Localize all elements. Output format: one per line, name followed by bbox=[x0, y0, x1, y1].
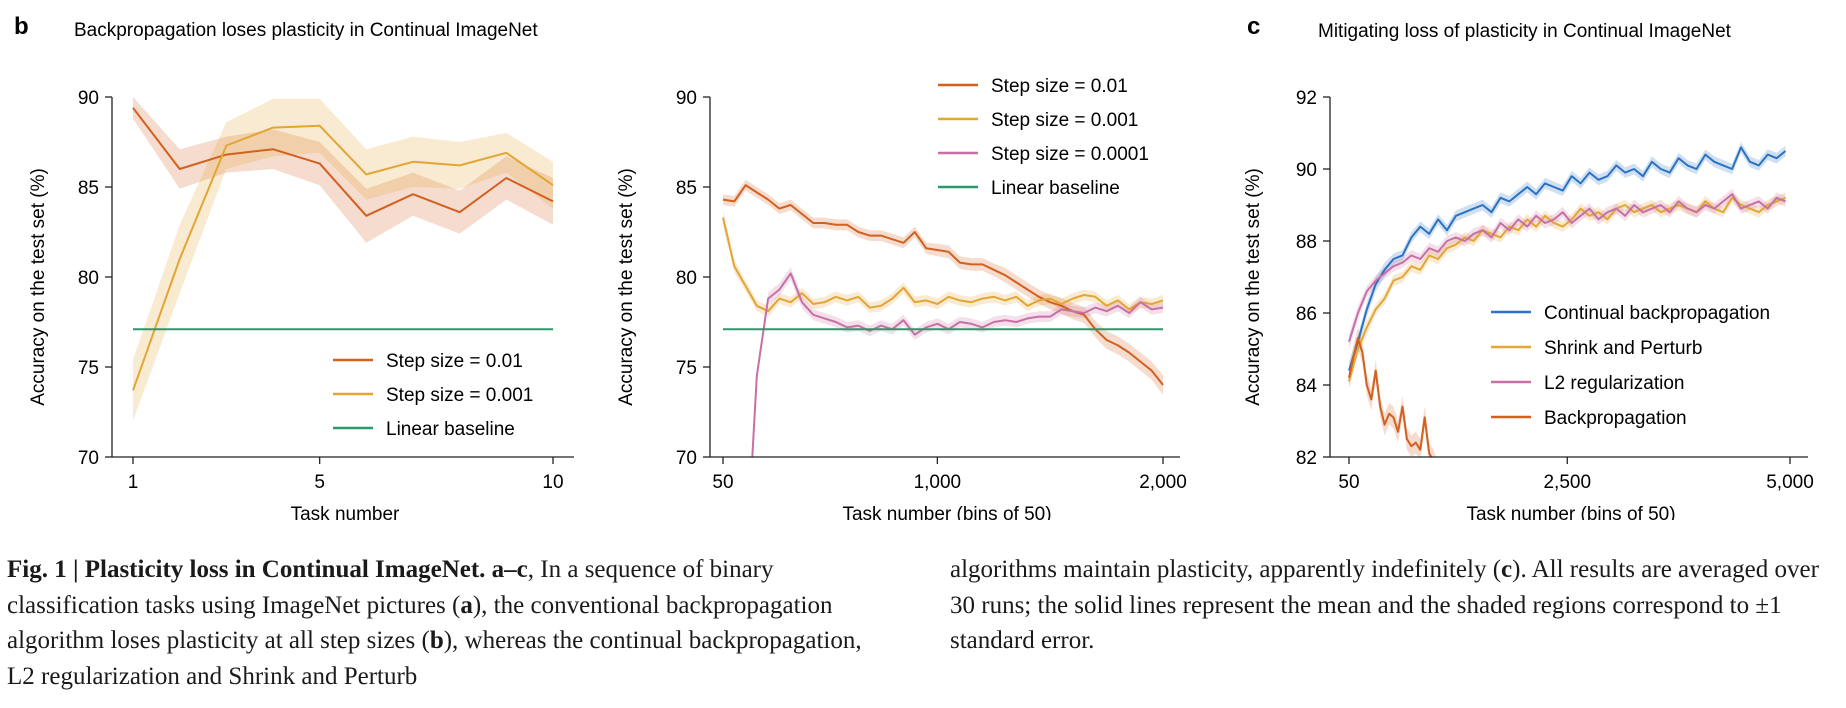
y-tick-label: 80 bbox=[78, 268, 99, 289]
x-axis-label: Task number bbox=[291, 504, 400, 520]
panel-c-letter: c bbox=[1247, 13, 1260, 40]
legend-label: Continual backpropagation bbox=[1544, 303, 1770, 324]
y-tick-label: 70 bbox=[676, 448, 697, 469]
legend-label: Step size = 0.0001 bbox=[991, 144, 1149, 165]
chart-c: 82 84 86 88 90 92 50 2,500 5,000 Task number (bin… bbox=[1243, 88, 1814, 520]
x-axis-label: Task number (bins of 50) bbox=[842, 504, 1051, 520]
x-tick-label: 5 bbox=[314, 472, 325, 493]
chart-b2: 70 75 80 85 90 50 1,000 2,000 Task number (bins … bbox=[616, 76, 1187, 520]
legend: Step size = 0.01 Step size = 0.001 Step si… bbox=[938, 76, 1149, 199]
y-tick-label: 90 bbox=[676, 88, 697, 109]
x-tick-label: 1 bbox=[128, 472, 139, 493]
caption-figure-label: Fig. 1 | Plasticity loss in Continual Im… bbox=[7, 556, 486, 583]
legend: Continual backpropagation Shrink and Pert… bbox=[1491, 303, 1770, 429]
legend-label: Step size = 0.01 bbox=[386, 351, 523, 372]
y-tick-label: 75 bbox=[676, 358, 697, 379]
caption-ref-b: b bbox=[429, 627, 444, 654]
panel-c-title: Mitigating loss of plasticity in Continu… bbox=[1318, 21, 1732, 42]
legend-label: Shrink and Perturb bbox=[1544, 338, 1702, 359]
y-tick-label: 75 bbox=[78, 358, 99, 379]
error-band-b1-1 bbox=[133, 98, 553, 422]
y-tick-label: 85 bbox=[78, 178, 99, 199]
caption-text: algorithms maintain plasticity, apparent… bbox=[950, 556, 1502, 583]
y-tick-label: 70 bbox=[78, 448, 99, 469]
error-band-b2-0 bbox=[723, 179, 1163, 395]
plot-area bbox=[132, 97, 554, 422]
caption-text: ), the conventional backpropagation algo… bbox=[7, 591, 833, 655]
y-tick-label: 85 bbox=[676, 178, 697, 199]
series-line-b2-0 bbox=[722, 184, 1164, 386]
figure-caption-right: algorithms maintain plasticity, apparent… bbox=[950, 552, 1830, 659]
y-tick-label: 84 bbox=[1296, 376, 1318, 397]
legend-label: Step size = 0.001 bbox=[386, 385, 533, 406]
x-axis-label: Task number (bins of 50) bbox=[1466, 504, 1675, 520]
figure: b Backpropagation loses plasticity in Co… bbox=[14, 13, 1814, 520]
y-tick-label: 92 bbox=[1296, 88, 1317, 109]
y-tick-label: 86 bbox=[1296, 304, 1317, 325]
figure-caption-left: Fig. 1 | Plasticity loss in Continual Im… bbox=[7, 552, 887, 694]
y-tick-label: 90 bbox=[78, 88, 99, 109]
error-band-b2-2 bbox=[752, 267, 1163, 457]
legend-label: Backpropagation bbox=[1544, 408, 1687, 429]
y-tick-label: 80 bbox=[676, 268, 697, 289]
x-tick-label: 10 bbox=[542, 472, 563, 493]
caption-text: ). All results are averaged over 30 runs… bbox=[950, 556, 1819, 654]
y-axis-label: Accuracy on the test set (%) bbox=[1243, 168, 1264, 406]
panel-b-letter: b bbox=[14, 13, 29, 40]
plot-area bbox=[1348, 142, 1787, 457]
series-line-c-3 bbox=[1348, 337, 1433, 457]
legend-label: L2 regularization bbox=[1544, 373, 1684, 394]
caption-text: , In a sequence of binary classification… bbox=[7, 556, 774, 619]
plot-area bbox=[722, 179, 1164, 457]
panel-b-title: Backpropagation loses plasticity in Cont… bbox=[74, 20, 538, 41]
legend: Step size = 0.01 Step size = 0.001 Linear … bbox=[333, 351, 533, 440]
series-line-b2-2 bbox=[751, 272, 1164, 457]
x-tick-label: 50 bbox=[712, 472, 733, 493]
legend-label: Linear baseline bbox=[386, 419, 515, 440]
y-axis-label: Accuracy on the test set (%) bbox=[28, 168, 49, 406]
x-tick-label: 2,000 bbox=[1139, 472, 1187, 493]
caption-text: ), whereas the continual backpropagation… bbox=[7, 627, 862, 690]
y-tick-label: 82 bbox=[1296, 448, 1317, 469]
chart-b1: 70 75 80 85 90 1 5 10 Task number Accuracy on the… bbox=[28, 88, 574, 520]
y-tick-label: 90 bbox=[1296, 160, 1317, 181]
caption-panel-span: a–c bbox=[491, 556, 528, 583]
series-line-b2-1 bbox=[722, 217, 1164, 313]
series-line-c-2 bbox=[1348, 193, 1786, 343]
x-tick-label: 1,000 bbox=[914, 472, 962, 493]
caption-ref-a: a bbox=[460, 591, 473, 619]
x-tick-label: 5,000 bbox=[1766, 472, 1814, 493]
y-axis-label: Accuracy on the test set (%) bbox=[616, 168, 637, 406]
legend-label: Step size = 0.01 bbox=[991, 76, 1128, 97]
legend-label: Linear baseline bbox=[991, 178, 1120, 199]
x-tick-label: 50 bbox=[1338, 472, 1359, 493]
series-line-b1-1 bbox=[132, 124, 554, 391]
x-tick-label: 2,500 bbox=[1543, 472, 1591, 493]
series-line-b1-0 bbox=[132, 107, 554, 217]
error-band-c-1 bbox=[1349, 192, 1786, 389]
error-band-b1-0 bbox=[133, 97, 553, 243]
caption-ref-c: c bbox=[1501, 556, 1513, 583]
series-line-c-0 bbox=[1348, 146, 1787, 371]
legend-label: Step size = 0.001 bbox=[991, 110, 1138, 131]
y-tick-label: 88 bbox=[1296, 232, 1317, 253]
